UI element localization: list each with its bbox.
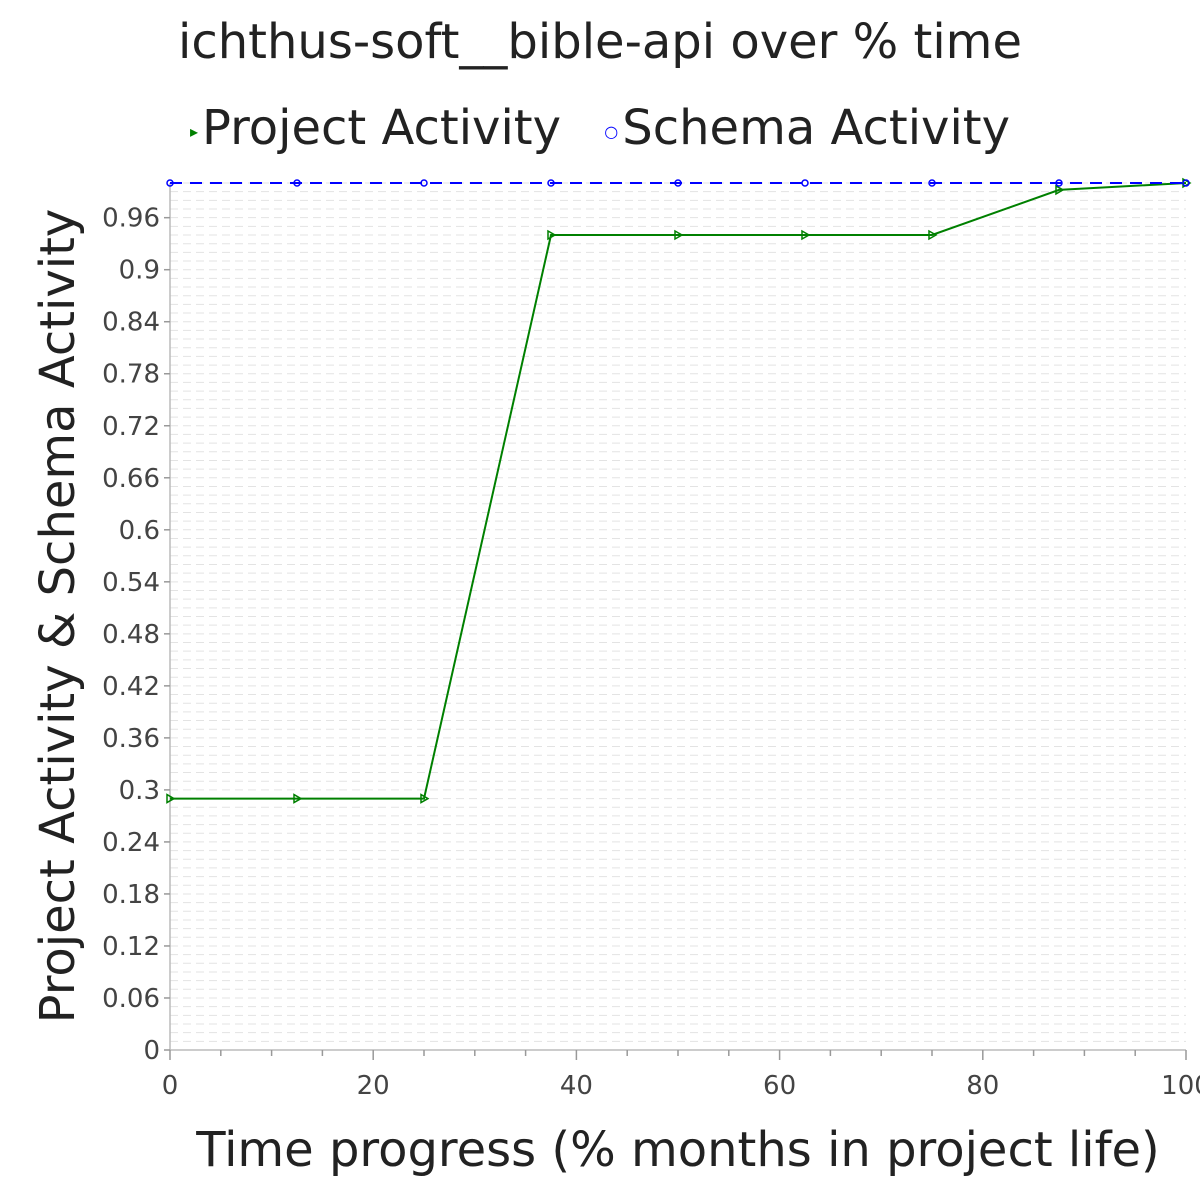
y-tick-label: 0.78	[102, 360, 160, 390]
y-tick-label: 0.3	[119, 776, 160, 806]
y-tick-label: 0.84	[102, 308, 160, 338]
axes	[164, 183, 1187, 1060]
y-tick-label: 0.36	[102, 724, 160, 754]
y-tick-label: 0.96	[102, 204, 160, 234]
x-tick-label: 100	[1161, 1071, 1200, 1101]
chart-title: ichthus-soft__bible-api over % time	[178, 14, 1022, 70]
y-axis-title: Project Activity & Schema Activity	[30, 209, 86, 1024]
triangle-marker-icon: ▸	[189, 121, 199, 141]
data-point	[801, 229, 811, 241]
y-tick-label: 0.6	[119, 516, 160, 546]
y-tick-label: 0.12	[102, 932, 160, 962]
data-point	[1055, 179, 1063, 187]
data-point	[547, 179, 555, 187]
y-tick-label: 0.24	[102, 828, 160, 858]
x-axis-title: Time progress (% months in project life)	[195, 1122, 1160, 1178]
legend-label-project-activity: Project Activity	[202, 100, 562, 156]
y-tick-label: 0.42	[102, 672, 160, 702]
data-point	[166, 179, 174, 187]
legend-item-schema-activity: ○Schema Activity	[604, 100, 1010, 156]
y-tick-label: 0.06	[102, 984, 160, 1014]
tick-labels: 0 0.06 0.12 0.18 0.24 0.3 0.36 0.42 0.48 0.54 0.6 0…	[102, 204, 1200, 1101]
x-tick-label: 0	[162, 1071, 179, 1101]
legend-item-project-activity: ▸Project Activity	[190, 100, 561, 156]
y-tick-label: 0.54	[102, 568, 160, 598]
series-lines	[166, 177, 1192, 804]
y-tick-label: 0.72	[102, 412, 160, 442]
data-point	[928, 229, 938, 241]
data-point	[293, 793, 303, 804]
data-point	[801, 179, 809, 187]
y-tick-label: 0	[143, 1036, 160, 1066]
data-point	[1055, 184, 1065, 196]
x-tick-label: 20	[357, 1071, 390, 1101]
legend: ▸Project Activity ○Schema Activity	[0, 100, 1200, 156]
data-point	[420, 179, 428, 187]
legend-label-schema-activity: Schema Activity	[622, 100, 1010, 156]
data-point	[674, 179, 682, 187]
x-tick-label: 40	[560, 1071, 593, 1101]
y-tick-label: 0.66	[102, 464, 160, 494]
circle-marker-icon: ○	[604, 121, 619, 141]
grid-lines	[170, 182, 1186, 1051]
x-tick-label: 80	[966, 1071, 999, 1101]
data-point	[293, 179, 301, 187]
y-tick-label: 0.18	[102, 880, 160, 910]
data-point	[1182, 179, 1190, 187]
data-point	[420, 793, 430, 804]
y-tick-label: 0.9	[119, 256, 160, 286]
data-point	[547, 229, 557, 241]
y-tick-label: 0.48	[102, 620, 160, 650]
data-point	[166, 793, 176, 804]
x-tick-label: 60	[763, 1071, 796, 1101]
series-line-0	[170, 182, 1187, 800]
data-point	[674, 229, 684, 241]
data-point	[928, 179, 936, 187]
